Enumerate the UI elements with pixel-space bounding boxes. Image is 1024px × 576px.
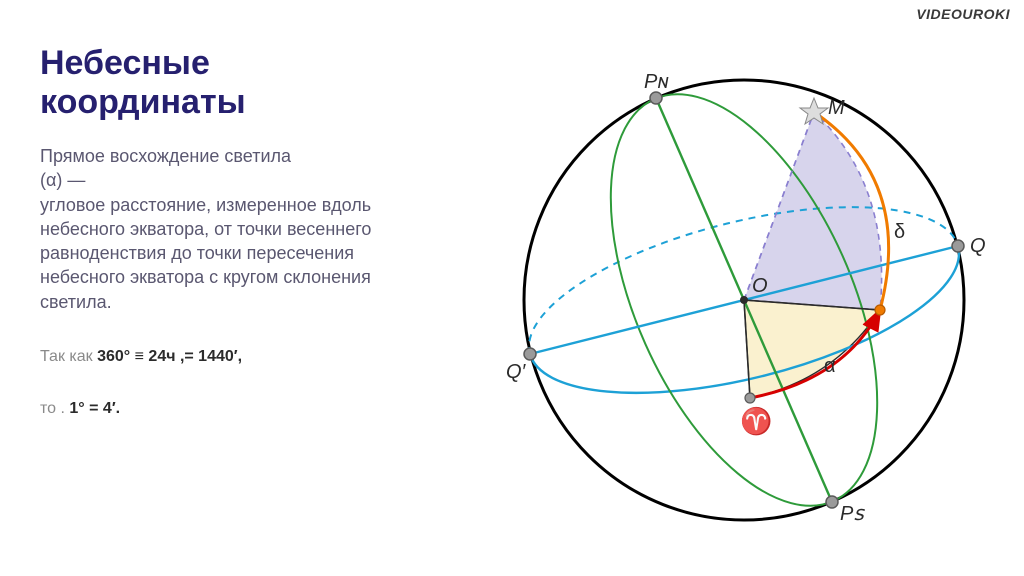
point-qp	[524, 348, 536, 360]
label-ps: Pꜱ	[840, 503, 865, 525]
subtitle-block: Прямое восхождение светила (α) — угловое…	[40, 144, 420, 314]
formula-line-2: то . 1° = 4′.	[40, 400, 120, 418]
watermark: VIDEOUROKI	[916, 6, 1010, 22]
point-q	[952, 240, 964, 252]
celestial-sphere-diagram: Pɴ Pꜱ Q Q′ O M δ α ♈	[484, 40, 1004, 560]
point-pn	[650, 92, 662, 104]
label-aries: ♈	[740, 406, 772, 436]
label-m: M	[828, 97, 845, 119]
page-title: Небесные координаты	[40, 44, 400, 122]
label-q: Q	[970, 235, 986, 257]
body-text: угловое расстояние, измеренное вдоль неб…	[40, 195, 371, 312]
label-delta: δ	[894, 221, 905, 243]
point-o	[740, 296, 748, 304]
point-eq	[875, 305, 885, 315]
label-qp: Q′	[506, 361, 527, 383]
subtitle-line-1: Прямое восхождение светила	[40, 146, 291, 166]
point-ps	[826, 496, 838, 508]
title-line-1: Небесные	[40, 44, 210, 82]
label-pn: Pɴ	[644, 71, 669, 93]
formula-prefix-1: Так как	[40, 348, 97, 365]
title-line-2: координаты	[40, 83, 246, 121]
subtitle-line-2: (α) —	[40, 170, 85, 190]
formula-bold-1: 360° ≡ 24ч ,= 1440′,	[97, 348, 242, 365]
formula-prefix-2: то .	[40, 400, 65, 417]
formula-line-1: Так как 360° ≡ 24ч ,= 1440′,	[40, 348, 242, 366]
label-o: O	[752, 275, 768, 297]
formula-bold-2: 1° = 4′.	[69, 400, 120, 417]
label-alpha: α	[824, 355, 836, 377]
point-aries	[745, 393, 755, 403]
